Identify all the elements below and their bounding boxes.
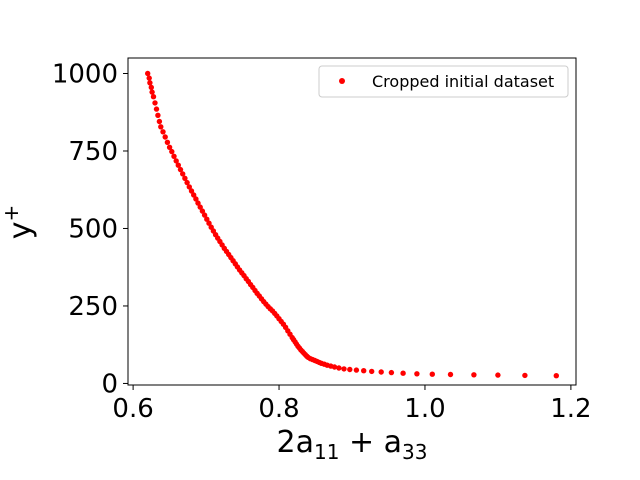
data-point xyxy=(146,75,152,81)
data-point xyxy=(369,368,375,375)
data-point xyxy=(378,369,384,375)
x-tick-label: 0.8 xyxy=(258,394,299,424)
data-point xyxy=(447,371,454,378)
data-point xyxy=(166,144,173,150)
data-point xyxy=(206,220,212,226)
data-point xyxy=(150,94,157,100)
legend-marker xyxy=(339,78,345,84)
data-point xyxy=(171,153,177,159)
data-point xyxy=(388,369,395,376)
x-axis-label-sub2: 33 xyxy=(402,440,427,464)
data-point xyxy=(191,192,197,198)
data-point xyxy=(186,184,192,190)
data-point xyxy=(182,175,188,181)
x-tick-label: 0.6 xyxy=(112,394,153,424)
y-tick-label: 500 xyxy=(68,214,118,244)
data-point xyxy=(153,106,160,112)
data-point xyxy=(184,179,190,186)
data-point xyxy=(155,112,161,119)
data-point xyxy=(199,208,206,214)
y-axis-ticks: 0 250 500 750 1000 xyxy=(52,59,128,399)
x-axis-label-sub1: 11 xyxy=(314,440,339,464)
data-point xyxy=(553,373,559,379)
data-point xyxy=(158,124,164,130)
data-point xyxy=(147,80,153,86)
y-axis-label-sup: + xyxy=(0,205,23,222)
data-point xyxy=(353,367,360,373)
data-point xyxy=(204,216,210,222)
data-point xyxy=(149,89,155,95)
data-point xyxy=(347,366,353,373)
data-point xyxy=(175,162,181,168)
y-tick-label: 750 xyxy=(68,137,118,167)
data-point xyxy=(148,84,154,91)
data-point xyxy=(400,370,406,376)
data-point xyxy=(169,148,175,155)
x-tick-label: 1.2 xyxy=(550,394,591,424)
y-axis-label: y+ xyxy=(0,205,38,240)
data-point xyxy=(160,129,166,135)
data-point xyxy=(429,371,435,377)
data-point xyxy=(522,372,528,379)
data-point xyxy=(195,200,201,206)
data-point xyxy=(495,372,501,378)
data-point xyxy=(193,196,199,202)
y-tick-label: 0 xyxy=(101,369,118,399)
data-point xyxy=(156,118,163,125)
data-point xyxy=(197,204,203,210)
plot-area xyxy=(127,57,577,386)
data-point xyxy=(145,70,151,77)
scatter-points xyxy=(145,70,559,379)
data-point xyxy=(173,158,179,164)
y-tick-label: 250 xyxy=(68,292,118,322)
x-axis-label: 2a11 + a33 xyxy=(277,425,428,464)
y-tick-label: 1000 xyxy=(52,59,118,89)
data-point xyxy=(164,139,171,145)
data-point xyxy=(177,166,184,173)
data-point xyxy=(152,100,158,106)
x-axis-ticks: 0.6 0.8 1.0 1.2 xyxy=(112,385,592,424)
x-tick-label: 1.0 xyxy=(404,394,445,424)
data-point xyxy=(201,212,208,218)
data-point xyxy=(414,371,420,377)
data-point xyxy=(471,372,477,378)
data-point xyxy=(188,188,195,194)
data-point xyxy=(336,365,342,371)
data-point xyxy=(331,364,338,370)
legend: Cropped initial dataset xyxy=(318,65,569,98)
legend-label: Cropped initial dataset xyxy=(372,72,554,91)
data-point xyxy=(361,368,367,374)
data-point xyxy=(341,366,347,372)
data-point xyxy=(162,134,168,140)
legend-box xyxy=(318,65,569,98)
data-point xyxy=(180,171,186,177)
